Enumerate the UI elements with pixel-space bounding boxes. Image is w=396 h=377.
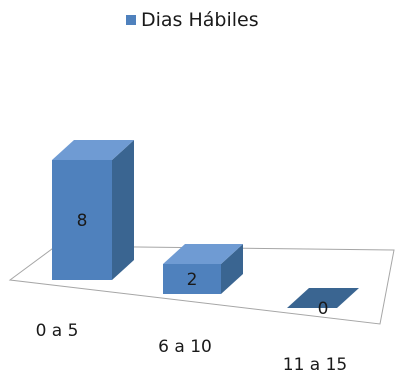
bar-side (112, 140, 134, 280)
data-label-2: 0 (318, 299, 329, 319)
chart-floor (8, 245, 395, 325)
bars-group (52, 140, 359, 308)
legend-swatch (126, 15, 136, 25)
bar-front (52, 160, 112, 280)
bar-top (52, 140, 134, 160)
bar-0 (52, 140, 134, 280)
category-label-1: 6 a 10 (158, 337, 212, 357)
bar-1 (163, 244, 243, 294)
legend: Dias Hábiles (126, 9, 259, 31)
bar-top (163, 244, 243, 264)
data-label-0: 8 (77, 211, 88, 231)
bar-front (163, 264, 221, 294)
category-labels-group: 0 a 5 6 a 10 11 a 15 (36, 321, 348, 375)
bar-side (221, 244, 243, 294)
bar-2 (287, 288, 359, 308)
legend-label-dias-habiles: Dias Hábiles (141, 9, 259, 31)
bar-top (287, 288, 359, 308)
data-labels-group: 8 2 0 (77, 211, 329, 319)
data-label-1: 2 (187, 270, 198, 290)
category-label-2: 11 a 15 (283, 355, 348, 375)
category-label-0: 0 a 5 (36, 321, 79, 341)
